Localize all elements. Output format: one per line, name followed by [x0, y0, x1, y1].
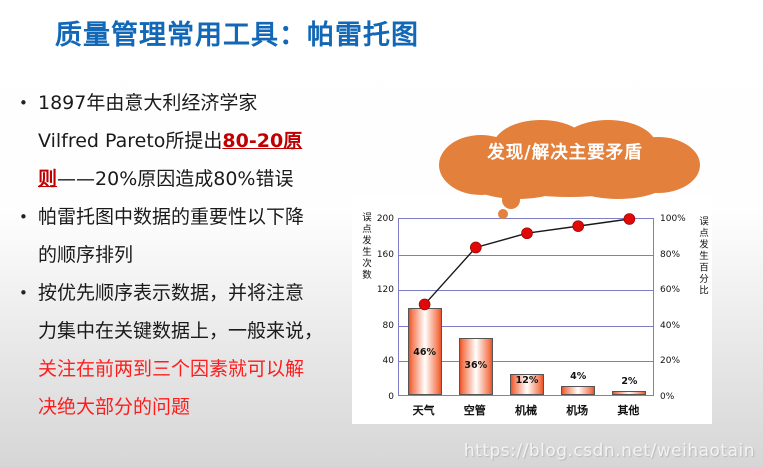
category-label-3: 机场	[566, 404, 589, 417]
bullet-item-1: • 帕雷托图中数据的重要性以下降 的顺序排列	[16, 198, 368, 274]
category-label-4: 其他	[617, 404, 640, 417]
text-segment: 力集中在关键数据上，一般来说，	[38, 320, 324, 342]
cumulative-dot-1	[470, 241, 482, 254]
bar-1	[458, 338, 493, 395]
page-title: 质量管理常用工具：帕雷托图	[55, 20, 419, 51]
cumulative-line-layer	[418, 213, 636, 311]
bullet-item-0: • 1897年由意大利经济学家 Vilfred Pareto所提出80-20原则——…	[16, 84, 368, 198]
cumulative-dot-4	[623, 213, 636, 225]
highlighted-text-segment: 则	[38, 168, 58, 190]
category-label-2: 机械	[515, 404, 537, 417]
bar-3	[561, 386, 596, 395]
left-tick-120: 120	[376, 285, 394, 296]
watermark: https://blog.csdn.net/weihaotain	[463, 441, 755, 461]
bullet-list: • 1897年由意大利经济学家 Vilfred Pareto所提出80-20原则——…	[16, 84, 368, 426]
category-label-0: 天气	[412, 404, 435, 417]
bar-percent-label-2: 12%	[515, 375, 539, 387]
text-segment: Vilfred Pareto所提出	[38, 130, 223, 152]
highlighted-text-segment: 关注在前两到三个因素就可以解	[38, 358, 305, 380]
bullet-text: 1897年由意大利经济学家 Vilfred Pareto所提出80-20原则——2…	[38, 84, 302, 198]
left-axis-title: 误点发生次数	[360, 212, 371, 281]
highlighted-text-segment: 决绝大部分的问题	[38, 396, 191, 418]
cumulative-dot-3	[572, 220, 584, 232]
gridline-160	[399, 254, 653, 256]
bar-4	[612, 391, 647, 395]
bullet-item-2: • 按优先顺序表示数据，并将注意 力集中在关键数据上，一般来说， 关注在前两到三个因素…	[16, 274, 368, 426]
bar-percent-label-4: 2%	[621, 376, 638, 388]
right-tick-40%: 40%	[660, 320, 681, 331]
bar-percent-label-3: 4%	[570, 371, 587, 383]
right-tick-80%: 80%	[660, 249, 681, 260]
left-tick-160: 160	[376, 249, 394, 260]
text-segment: 的顺序排列	[38, 244, 134, 266]
text-segment: 1897年由意大利经济学家	[38, 92, 258, 114]
left-tick-40: 40	[382, 356, 394, 367]
bar-percent-label-0: 46%	[413, 347, 436, 359]
callout-text: 发现/解决主要矛盾	[487, 143, 643, 163]
right-tick-60%: 60%	[660, 285, 681, 296]
plot-area: 46% 36% 12% 4% 2%	[398, 213, 654, 396]
bar-2	[510, 373, 544, 395]
right-tick-100%: 100%	[660, 214, 686, 224]
bullet-marker: •	[19, 94, 28, 112]
bullet-text: 帕雷托图中数据的重要性以下降 的顺序排列	[38, 198, 304, 274]
bullet-marker: •	[19, 208, 28, 226]
right-axis-title: 误点发生百分比	[697, 216, 708, 297]
gridline-80	[399, 325, 653, 327]
left-tick-80: 80	[382, 320, 394, 331]
text-segment: 按优先顺序表示数据，并将注意	[38, 282, 305, 304]
gridline-120	[399, 290, 653, 292]
cumulative-dot-2	[521, 227, 533, 240]
left-tick-0: 0	[388, 392, 394, 402]
gridline-40	[399, 361, 653, 363]
callout-cloud: 发现/解决主要矛盾	[423, 113, 707, 223]
pareto-chart: 误点发生次数 误点发生百分比 46% 36% 12% 4% 2% 0 40 80 120 160…	[352, 196, 712, 424]
cloud-shape-icon	[439, 120, 700, 219]
bar-percent-label-1: 36%	[464, 360, 488, 372]
right-tick-20%: 20%	[660, 356, 681, 367]
left-tick-200: 200	[376, 214, 394, 224]
bullet-marker: •	[19, 284, 28, 302]
text-segment: ——20%原因造成80%错误	[57, 168, 294, 190]
bullet-text: 按优先顺序表示数据，并将注意 力集中在关键数据上，一般来说， 关注在前两到三个因素就…	[38, 274, 323, 426]
category-label-1: 空管	[463, 404, 486, 417]
text-segment: 帕雷托图中数据的重要性以下降	[38, 206, 305, 228]
right-tick-0%: 0%	[660, 392, 675, 402]
cumulative-dot-0	[418, 298, 431, 311]
highlighted-text-segment: 80-20原	[222, 130, 303, 152]
